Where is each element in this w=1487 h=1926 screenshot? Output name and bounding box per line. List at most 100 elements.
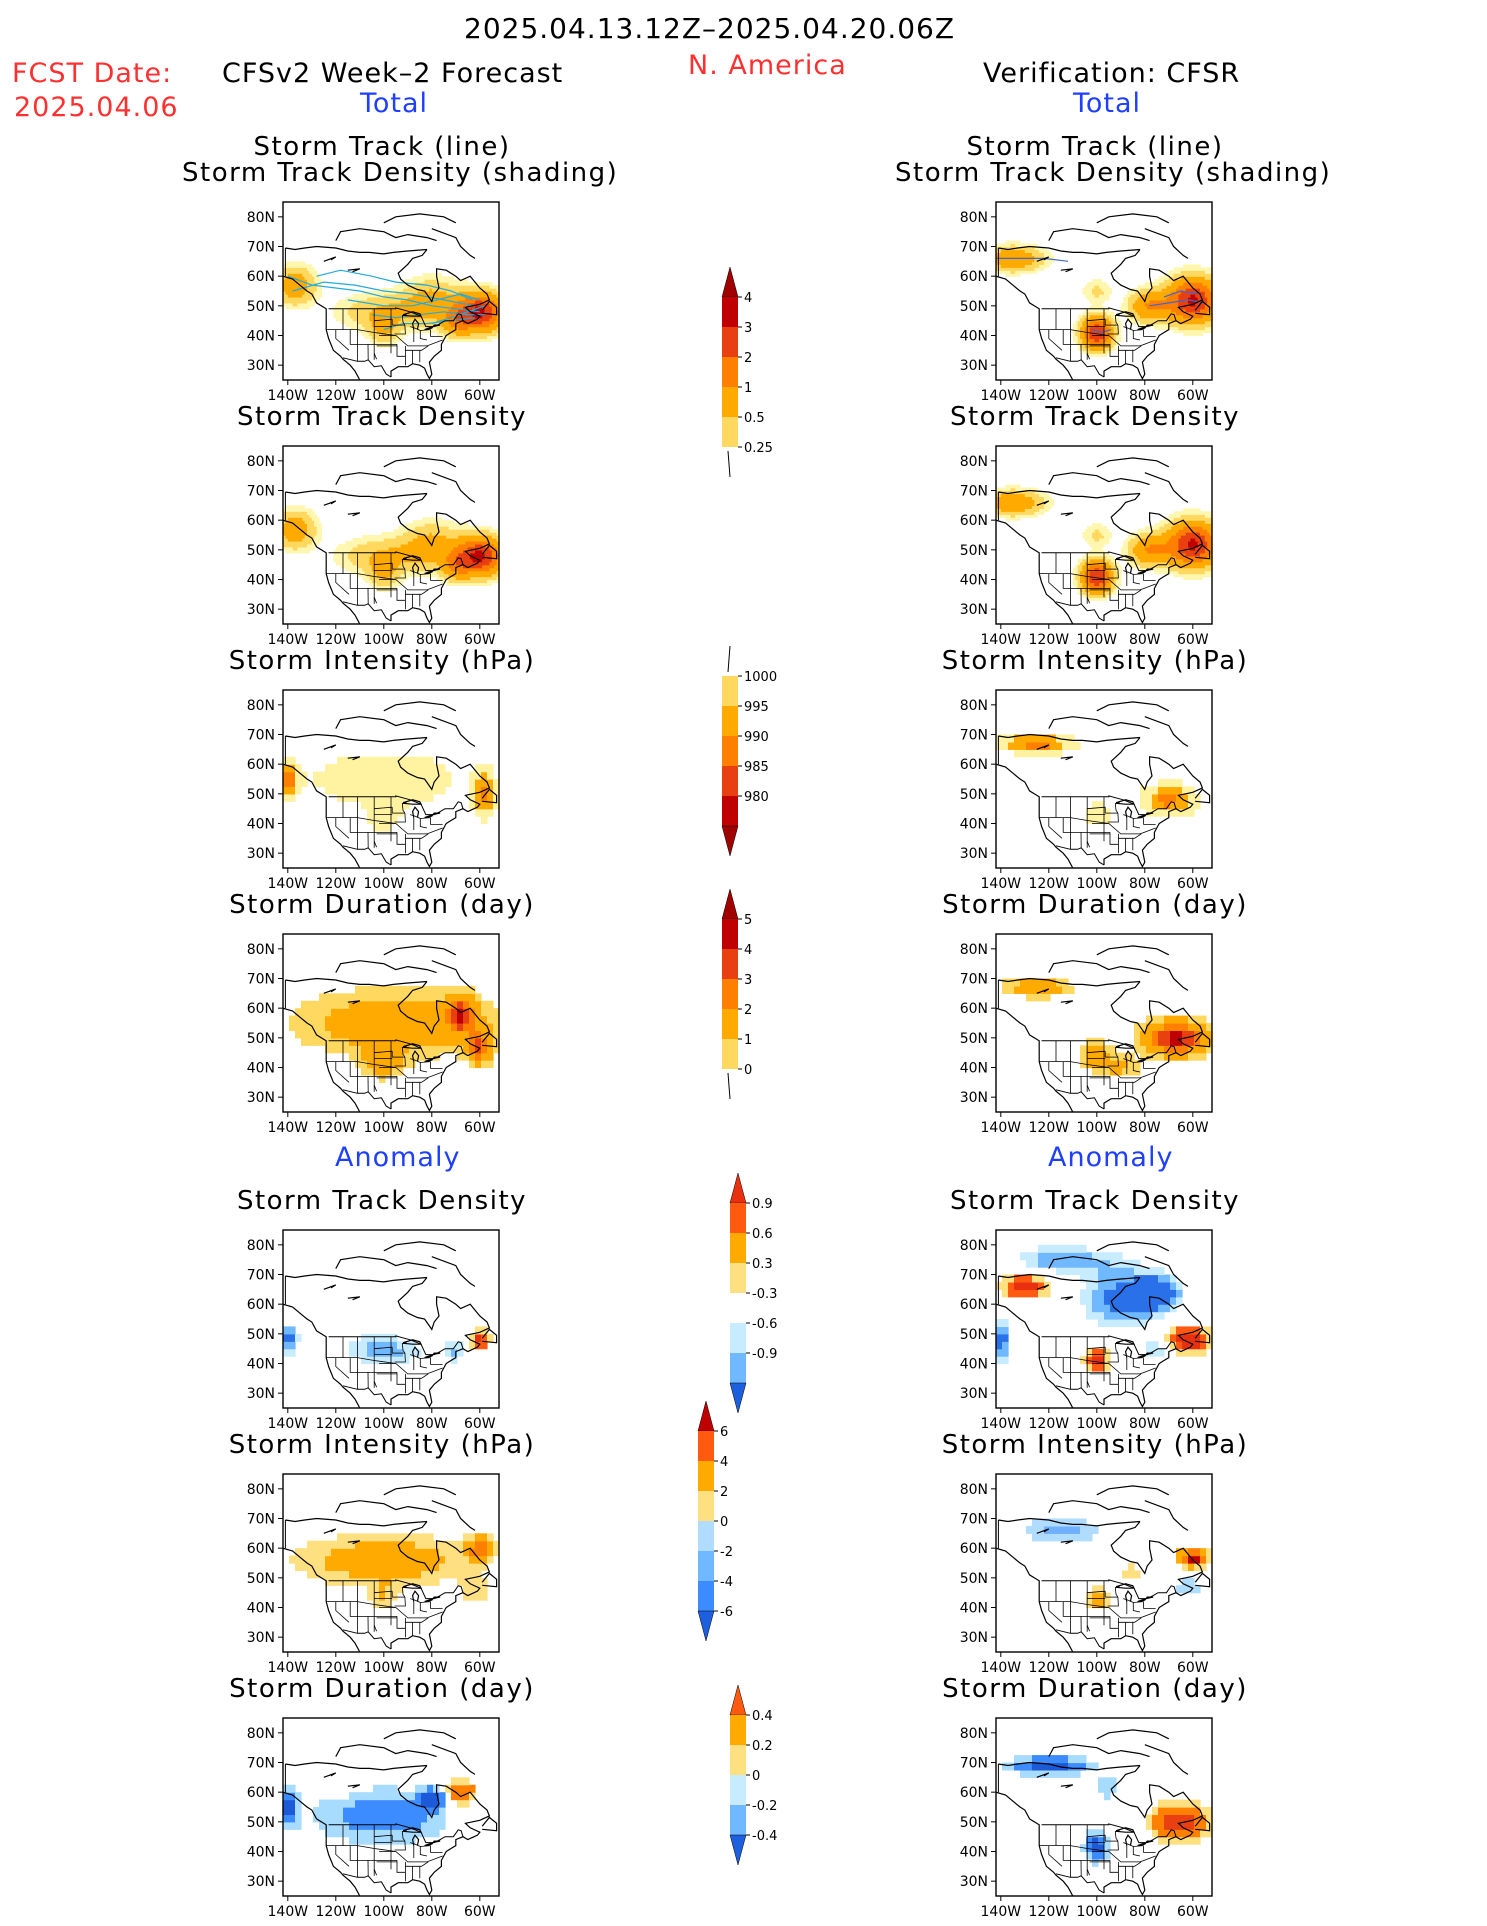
heatmap-cell bbox=[391, 535, 394, 539]
heatmap-cell bbox=[379, 582, 382, 587]
heatmap-cell bbox=[1008, 264, 1011, 268]
heatmap-cell bbox=[487, 573, 490, 578]
lon-tick-label: 100W bbox=[364, 388, 405, 404]
heatmap-cell bbox=[482, 552, 486, 557]
heatmap-cell bbox=[1168, 549, 1172, 554]
heatmap-cell bbox=[1130, 549, 1134, 554]
heatmap-cell bbox=[379, 341, 382, 345]
heatmap-cell bbox=[412, 520, 416, 524]
heatmap-cell bbox=[448, 335, 452, 340]
heatmap-cell bbox=[304, 529, 308, 533]
heatmap-cell bbox=[1094, 546, 1098, 551]
heatmap-cell bbox=[379, 291, 382, 295]
heatmap-cell bbox=[1130, 540, 1134, 545]
heatmap-cell bbox=[1005, 261, 1009, 265]
heatmap-cell bbox=[1094, 594, 1098, 598]
heatmap-cell bbox=[1195, 314, 1199, 319]
heatmap-cell bbox=[1190, 576, 1194, 581]
heatmap-cell bbox=[311, 302, 315, 307]
heatmap-cell bbox=[1197, 323, 1201, 328]
heatmap-cell bbox=[1142, 293, 1146, 298]
heatmap-cell bbox=[283, 523, 286, 527]
heatmap-cell bbox=[304, 514, 308, 518]
heatmap-cell bbox=[1000, 267, 1004, 271]
heatmap-cell bbox=[1017, 252, 1021, 256]
heatmap-cell bbox=[338, 305, 342, 310]
panel-title: Storm Intensity (hPa) bbox=[228, 646, 536, 676]
heatmap-cell bbox=[388, 555, 392, 560]
heatmap-cell bbox=[302, 291, 306, 295]
heatmap-cell bbox=[1075, 585, 1079, 589]
heatmap-cell bbox=[1207, 540, 1211, 545]
heatmap-cell bbox=[1147, 305, 1151, 310]
heatmap-cell bbox=[1137, 564, 1141, 569]
heatmap-cell bbox=[410, 288, 414, 292]
heatmap-cell bbox=[304, 279, 308, 283]
heatmap-cell bbox=[489, 564, 493, 569]
heatmap-cell bbox=[494, 555, 498, 560]
heatmap-cell bbox=[295, 523, 298, 527]
heatmap-cell bbox=[1104, 288, 1107, 292]
heatmap-cell bbox=[487, 326, 490, 331]
heatmap-cell bbox=[463, 314, 466, 319]
heatmap-cell bbox=[998, 252, 1002, 256]
heatmap-cell bbox=[369, 570, 373, 575]
heatmap-cell bbox=[1099, 288, 1103, 292]
heatmap-cell bbox=[1149, 293, 1153, 298]
heatmap-cell bbox=[381, 555, 385, 560]
heatmap-cell bbox=[355, 320, 358, 325]
heatmap-cell bbox=[443, 520, 447, 524]
heatmap-cell bbox=[479, 535, 483, 539]
heatmap-cell bbox=[1096, 594, 1100, 598]
heatmap-cell bbox=[1024, 255, 1028, 259]
heatmap-cell bbox=[1171, 270, 1175, 274]
heatmap-cell bbox=[443, 332, 447, 337]
heatmap-cell bbox=[383, 558, 387, 563]
heatmap-cell bbox=[1022, 267, 1026, 271]
heatmap-cell bbox=[434, 573, 438, 578]
heatmap-cell bbox=[335, 317, 339, 322]
heatmap-cell bbox=[439, 326, 442, 331]
heatmap-cell bbox=[379, 323, 382, 328]
heatmap-cell bbox=[1089, 535, 1093, 539]
heatmap-cell bbox=[1197, 537, 1201, 542]
heatmap-cell bbox=[388, 302, 392, 307]
heatmap-cell bbox=[297, 549, 301, 554]
heatmap-cell bbox=[453, 317, 457, 322]
heatmap-cell bbox=[1173, 285, 1177, 289]
heatmap-cell bbox=[1147, 558, 1151, 563]
heatmap-cell bbox=[283, 282, 286, 286]
heatmap-cell bbox=[448, 529, 452, 533]
heatmap-cell bbox=[1202, 558, 1206, 563]
heatmap-cell bbox=[283, 276, 286, 280]
heatmap-cell bbox=[1168, 570, 1172, 575]
heatmap-cell bbox=[1130, 564, 1134, 569]
heatmap-cell bbox=[1113, 317, 1117, 322]
heatmap-cell bbox=[316, 517, 320, 521]
heatmap-cell bbox=[1183, 273, 1187, 277]
heatmap-cell bbox=[455, 293, 459, 298]
heatmap-cell bbox=[299, 267, 303, 271]
heatmap-cell bbox=[487, 323, 490, 328]
heatmap-cell bbox=[302, 537, 306, 542]
heatmap-cell bbox=[482, 529, 486, 533]
heatmap-cell bbox=[496, 335, 499, 340]
heatmap-cell bbox=[431, 282, 435, 286]
heatmap-cell bbox=[1094, 320, 1098, 325]
heatmap-cell bbox=[400, 532, 404, 536]
heatmap-cell bbox=[1099, 540, 1103, 545]
heatmap-cell bbox=[1209, 282, 1212, 286]
heatmap-cell bbox=[381, 299, 385, 304]
heatmap-cell bbox=[448, 567, 452, 572]
heatmap-cell bbox=[1084, 582, 1088, 587]
heatmap-cell bbox=[1185, 291, 1189, 295]
heatmap-cell bbox=[403, 326, 406, 331]
heatmap-cell bbox=[446, 561, 450, 566]
heatmap-cell bbox=[1096, 341, 1100, 345]
heatmap-cell bbox=[374, 555, 378, 560]
heatmap-cell bbox=[1168, 311, 1172, 316]
heatmap-cell bbox=[491, 314, 495, 319]
heatmap-cell bbox=[405, 320, 409, 325]
heatmap-cell bbox=[1096, 311, 1100, 316]
heatmap-cell bbox=[419, 529, 423, 533]
